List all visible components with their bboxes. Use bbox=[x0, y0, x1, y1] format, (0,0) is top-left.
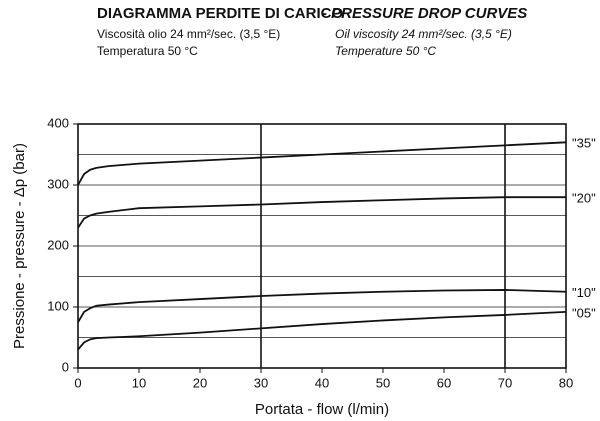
x-tick-label: 80 bbox=[559, 375, 573, 390]
y-tick-label: 100 bbox=[47, 298, 69, 313]
subtitle: Temperature 50 °C bbox=[335, 44, 436, 58]
chart-title-en: - PRESSURE DROP CURVES bbox=[322, 5, 527, 22]
series-label: "05" bbox=[572, 305, 596, 320]
curve bbox=[77, 289, 567, 323]
x-tick-label: 10 bbox=[132, 375, 146, 390]
curve bbox=[77, 196, 566, 229]
series-label: "35" bbox=[572, 136, 596, 151]
series-label: "20" bbox=[572, 191, 596, 206]
x-tick-label: 30 bbox=[254, 375, 268, 390]
chart-title: DIAGRAMMA PERDITE DI CARICO bbox=[97, 5, 343, 22]
subtitle: Oil viscosity 24 mm²/sec. (3,5 °E) bbox=[335, 27, 512, 41]
x-axis-title: Portata - flow (l/min) bbox=[255, 401, 389, 418]
curve bbox=[77, 310, 567, 351]
y-tick-label: 400 bbox=[47, 115, 69, 130]
y-tick-label: 300 bbox=[47, 176, 69, 191]
y-tick-label: 200 bbox=[47, 237, 69, 252]
subtitle: Viscosità olio 24 mm²/sec. (3,5 °E) bbox=[97, 27, 280, 41]
y-tick-label: 0 bbox=[62, 359, 69, 374]
x-tick-label: 50 bbox=[376, 375, 390, 390]
curve bbox=[77, 141, 567, 186]
x-tick-label: 70 bbox=[498, 375, 512, 390]
subtitle: Temperatura 50 °C bbox=[97, 44, 198, 58]
x-tick-label: 0 bbox=[74, 375, 81, 390]
x-tick-label: 60 bbox=[437, 375, 451, 390]
x-tick-label: 20 bbox=[193, 375, 207, 390]
series-label: "10" bbox=[572, 285, 596, 300]
x-tick-label: 40 bbox=[315, 375, 329, 390]
y-axis-title: Pressione - pressure - Δp (bar) bbox=[11, 143, 28, 349]
